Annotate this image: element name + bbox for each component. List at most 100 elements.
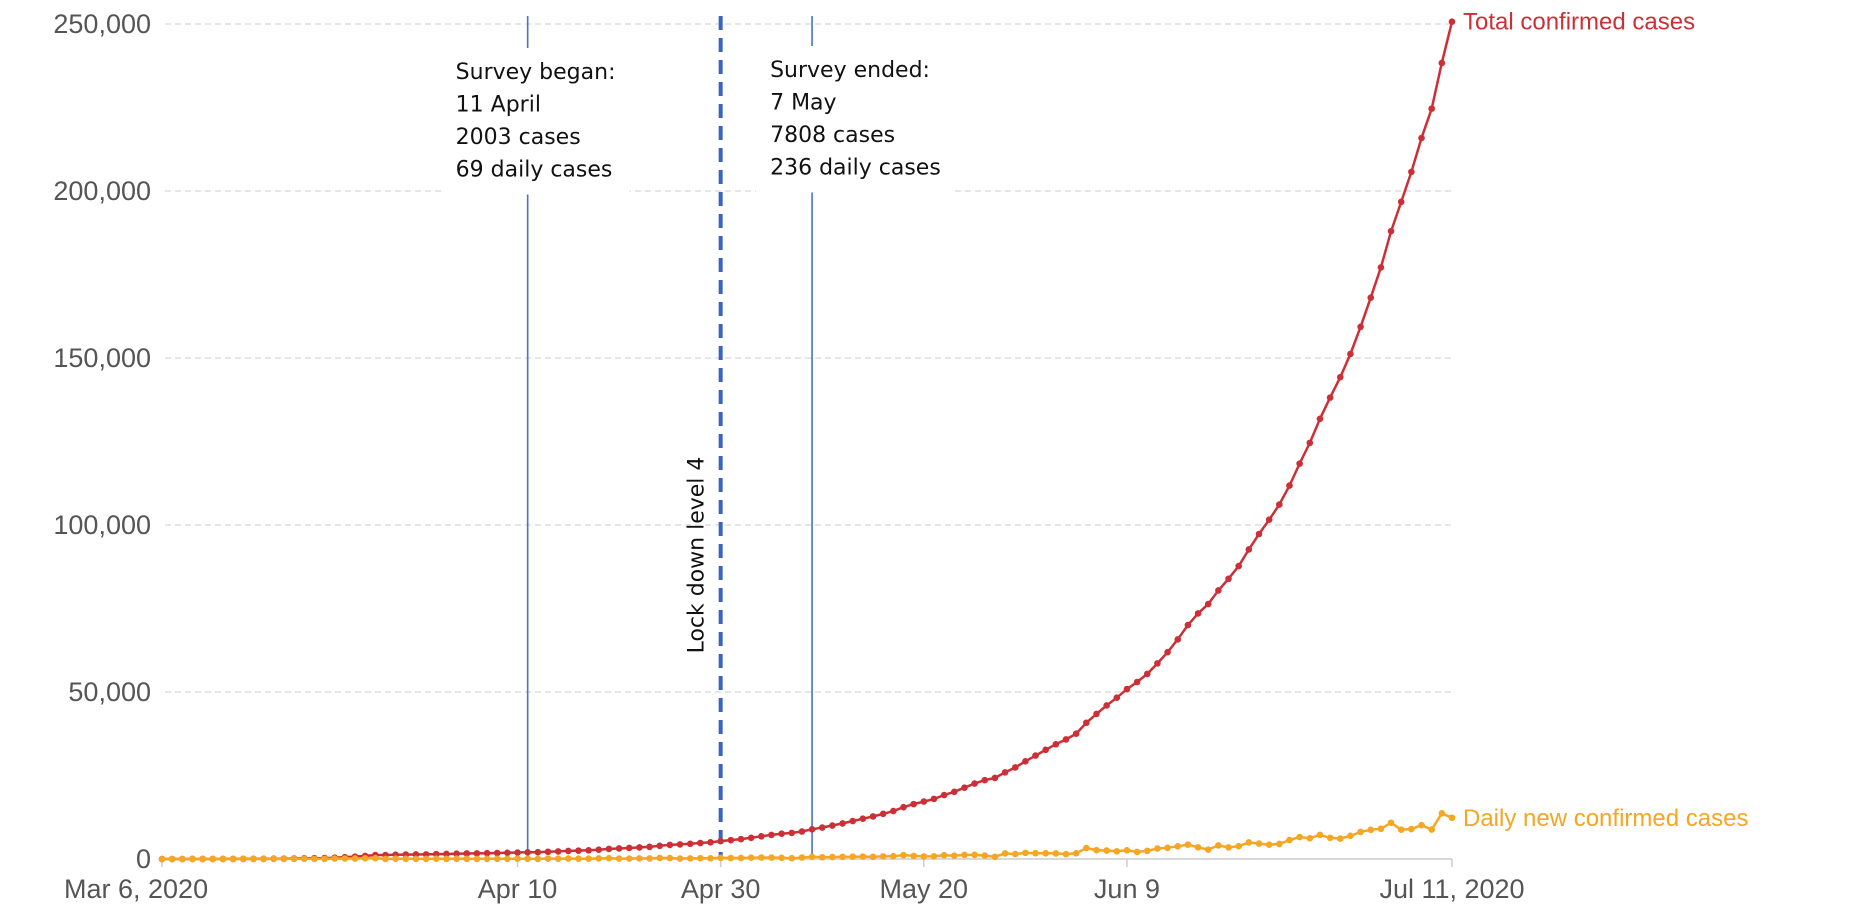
point <box>239 855 247 863</box>
annotation-text: 69 daily cases <box>456 158 613 183</box>
point <box>981 852 989 859</box>
point <box>1052 850 1060 857</box>
point <box>676 855 684 862</box>
point <box>564 855 572 862</box>
point <box>382 855 389 863</box>
point <box>839 820 846 827</box>
point <box>1113 694 1121 702</box>
point <box>1367 826 1375 834</box>
point <box>564 847 572 855</box>
point <box>1306 834 1314 842</box>
point <box>971 780 978 787</box>
point <box>1347 832 1354 840</box>
point <box>453 855 460 863</box>
point <box>900 803 907 811</box>
point <box>1316 415 1324 423</box>
point <box>595 846 603 854</box>
point <box>859 853 867 860</box>
point <box>483 849 491 857</box>
point <box>1286 836 1293 844</box>
point <box>656 842 664 850</box>
point <box>717 837 724 845</box>
point <box>818 824 826 831</box>
point <box>1336 835 1344 842</box>
point <box>585 846 592 854</box>
point <box>331 855 338 862</box>
point <box>1255 530 1263 538</box>
point <box>402 855 410 863</box>
point <box>179 855 186 863</box>
point <box>646 843 653 851</box>
y-tick-label: 50,000 <box>68 677 151 707</box>
point <box>1235 562 1242 570</box>
annotation-text-group: Survey began: 11 April 2003 cases 69 daily … <box>456 60 616 183</box>
point <box>1123 847 1131 854</box>
series <box>158 18 1456 863</box>
point <box>636 855 643 862</box>
point <box>463 855 471 863</box>
point <box>615 845 623 852</box>
point <box>625 855 633 862</box>
point <box>1143 847 1151 855</box>
point <box>372 854 379 862</box>
series-label: Daily new confirmed cases <box>1463 805 1748 832</box>
point <box>524 849 531 856</box>
point <box>432 850 440 858</box>
point <box>524 855 531 863</box>
point <box>229 855 237 863</box>
point <box>707 839 714 846</box>
point <box>1083 844 1090 852</box>
annotation-text: 236 daily cases <box>770 156 941 181</box>
point <box>504 849 511 857</box>
point <box>676 841 684 848</box>
point <box>1397 826 1405 833</box>
point <box>829 853 836 861</box>
point <box>1103 847 1110 854</box>
point <box>534 855 542 863</box>
point <box>717 854 724 862</box>
point <box>1357 323 1364 331</box>
point <box>910 852 917 860</box>
annotation-text: 11 April <box>456 93 541 118</box>
point <box>1428 105 1435 112</box>
point <box>636 844 643 851</box>
point <box>1072 849 1080 857</box>
point <box>950 852 958 860</box>
point <box>1093 710 1100 718</box>
point <box>1032 752 1039 759</box>
grid <box>165 23 1452 693</box>
point <box>757 854 765 861</box>
point <box>991 853 999 861</box>
point <box>1042 849 1050 857</box>
point <box>890 807 897 815</box>
point <box>818 853 826 861</box>
point <box>260 855 267 863</box>
point <box>321 855 328 863</box>
point <box>1316 831 1324 839</box>
point <box>189 855 196 863</box>
x-tick-label: Apr 10 <box>478 874 558 904</box>
point <box>544 855 552 862</box>
point <box>422 855 430 863</box>
point <box>1143 670 1151 678</box>
point <box>1011 850 1019 858</box>
point <box>697 839 704 847</box>
point <box>1276 840 1283 848</box>
y-tick-label: 100,000 <box>53 510 151 540</box>
point <box>737 854 745 862</box>
point <box>432 855 440 863</box>
point <box>768 854 775 861</box>
point <box>1123 685 1131 693</box>
point <box>788 854 796 862</box>
point <box>361 854 369 862</box>
point <box>219 855 227 863</box>
point <box>199 855 206 863</box>
point <box>686 855 694 862</box>
point <box>656 854 664 862</box>
x-tick-label: Jun 9 <box>1094 874 1160 904</box>
x-tick-label: Mar 6, 2020 <box>64 874 208 904</box>
point <box>473 855 481 863</box>
point <box>1408 168 1415 176</box>
point <box>1326 834 1334 842</box>
